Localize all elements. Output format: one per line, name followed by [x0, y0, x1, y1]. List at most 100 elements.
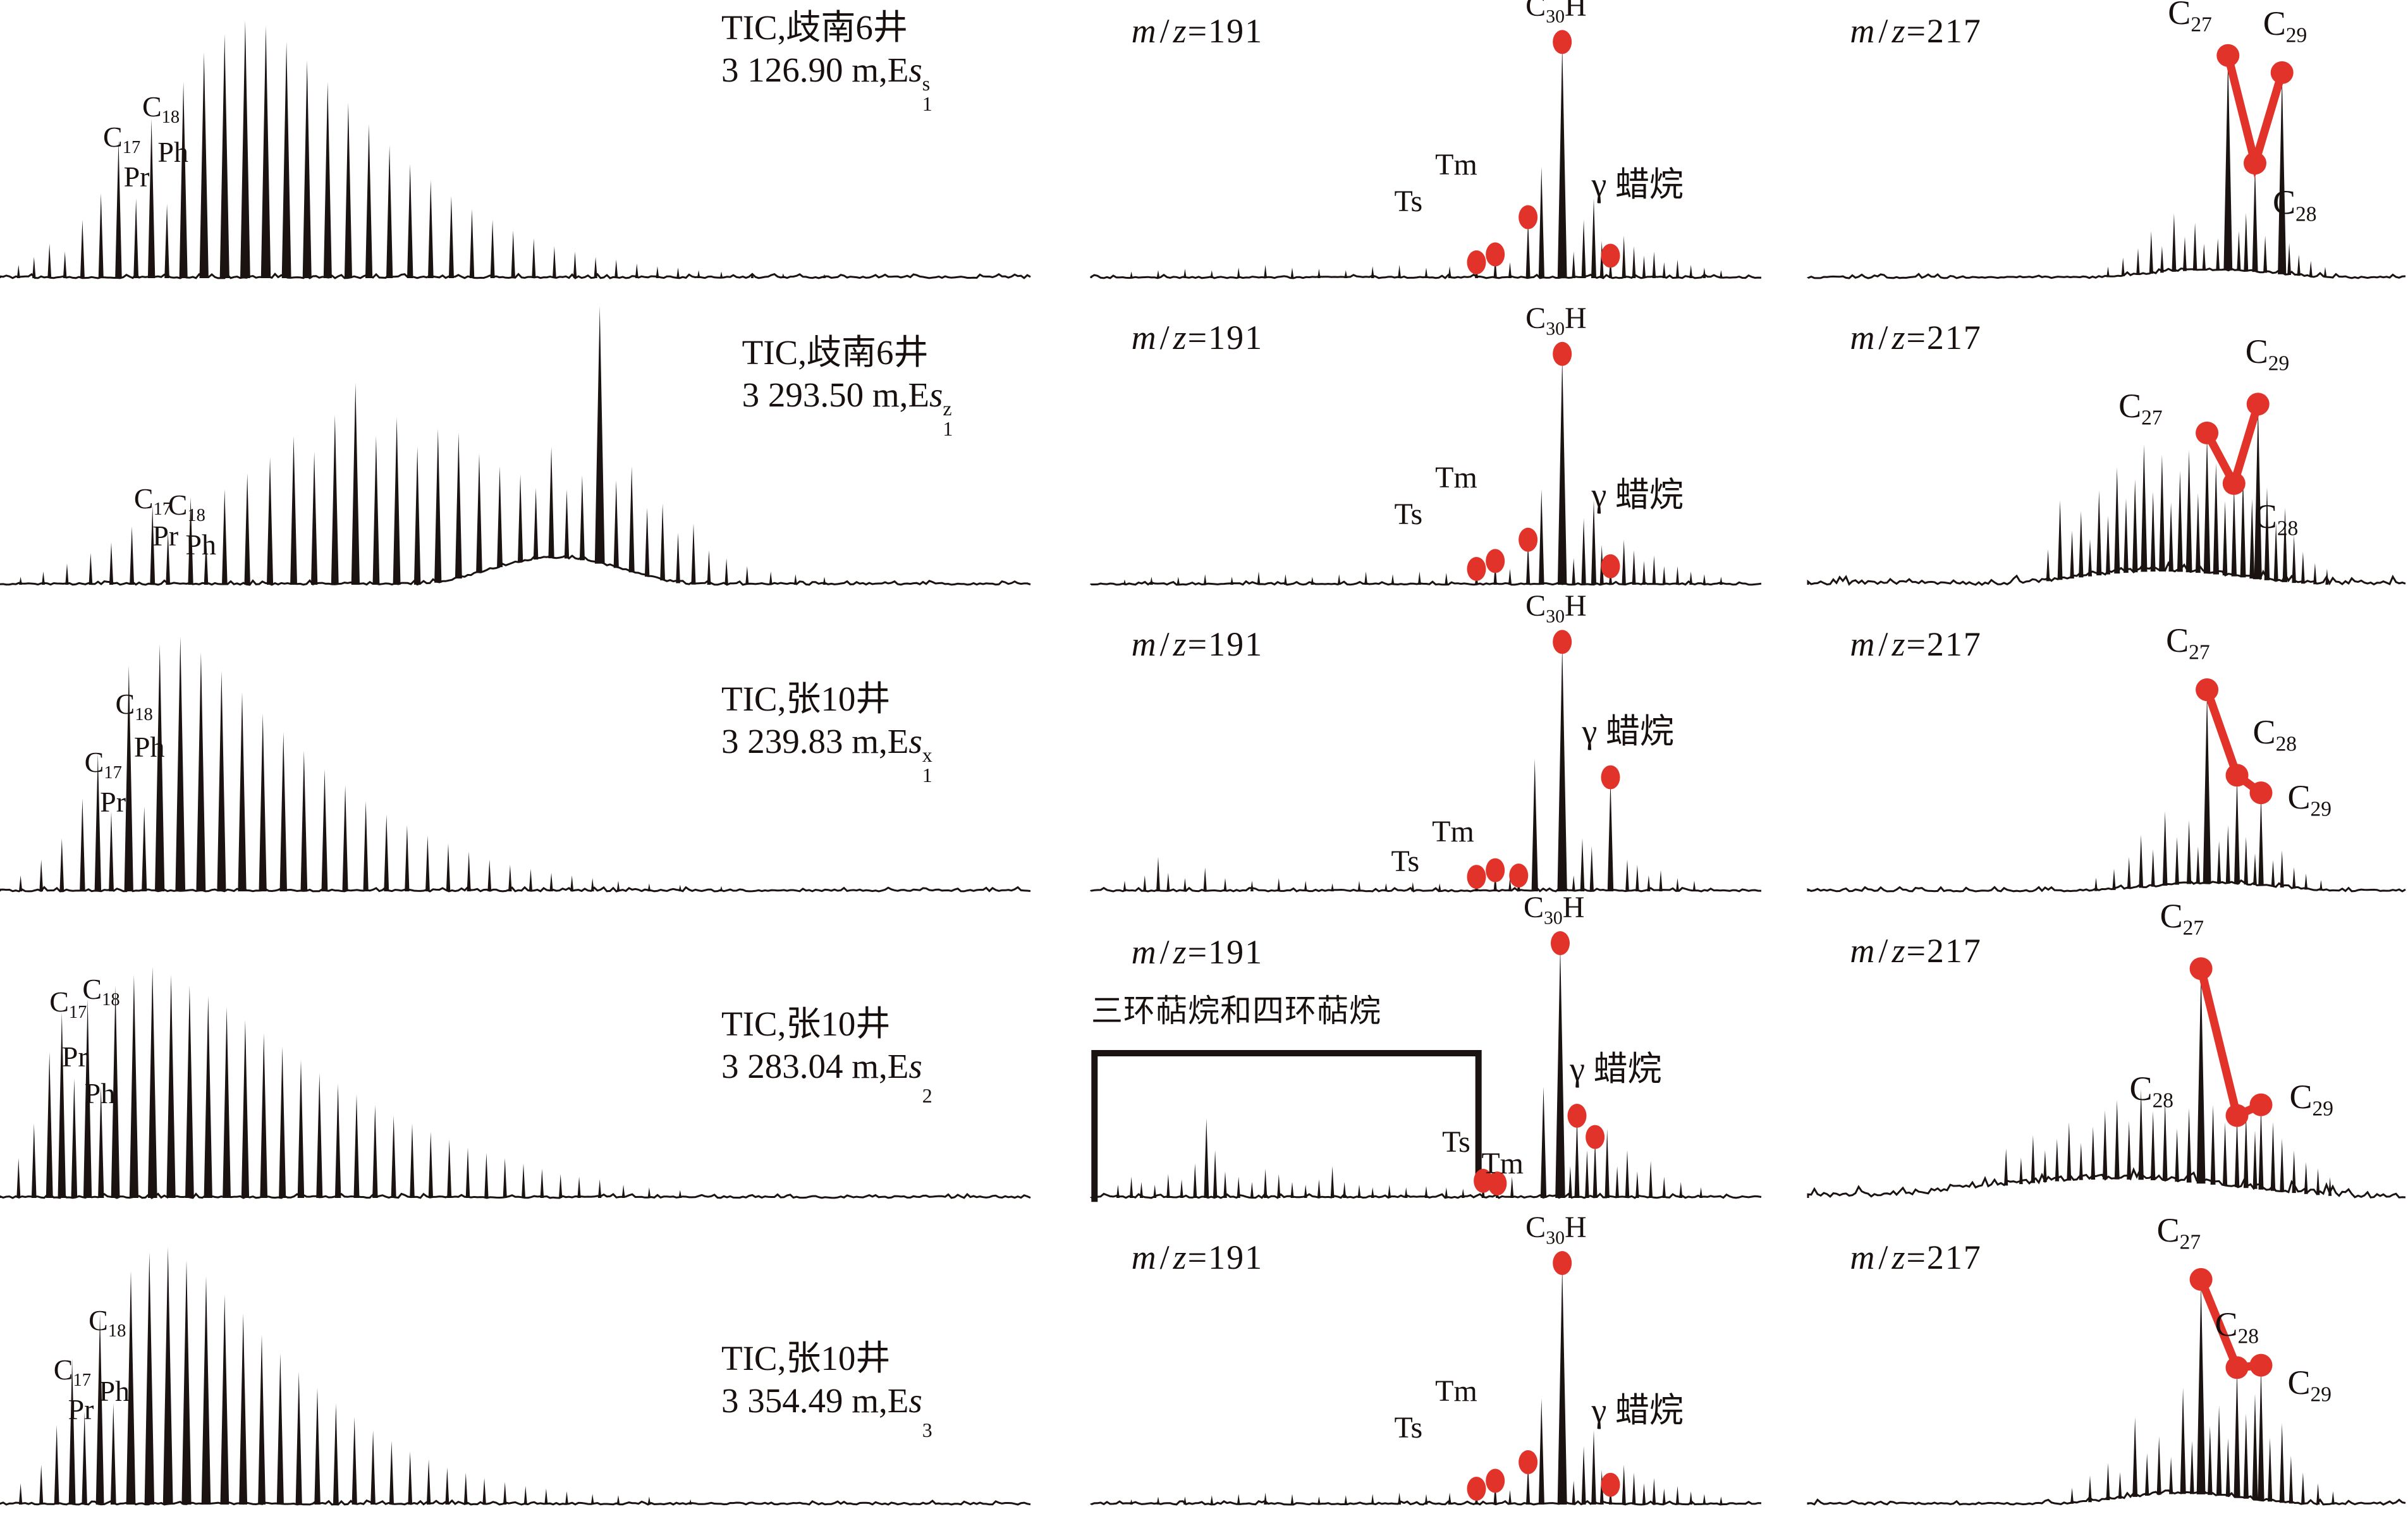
sterane-label-C29-sub: 29 [2285, 23, 2307, 47]
peak [1183, 878, 1187, 891]
peak [2186, 1108, 2192, 1183]
peak [647, 1496, 651, 1505]
peak [384, 814, 389, 891]
mz-label: m/z=217 [1850, 934, 1982, 968]
mz-label: m/z=217 [1850, 627, 1982, 661]
anno-label-0: Ts [1395, 1413, 1423, 1448]
peak [1193, 1163, 1197, 1198]
anno-label-3-text: C [1525, 589, 1546, 623]
peak [1652, 555, 1656, 585]
peak [426, 1459, 431, 1505]
peak [647, 1187, 651, 1198]
sterane-dot-28 [2225, 1356, 2249, 1379]
peak [1508, 568, 1512, 585]
peak [130, 526, 135, 585]
peak [2252, 1393, 2258, 1500]
trace-svg-r4-mz217 [1807, 957, 2406, 1199]
peak [2088, 539, 2093, 577]
peak [1625, 1150, 1630, 1198]
mz-value: 217 [1926, 318, 1982, 357]
sample-title: TIC,张10井 3 239.83 m,Es x 1 [721, 678, 932, 786]
peak [16, 1158, 21, 1198]
peak [1277, 878, 1281, 891]
peak [549, 872, 553, 891]
peak [1364, 571, 1368, 585]
compound-label-3: Ph [99, 1376, 130, 1411]
peak [2258, 1107, 2264, 1190]
peak [1304, 1185, 1307, 1198]
peak [445, 1467, 449, 1505]
peak [63, 252, 67, 278]
peak [1290, 267, 1294, 278]
peak [110, 1403, 116, 1505]
anno-label-0: Ts [1395, 499, 1423, 534]
marker-dot [1567, 1104, 1587, 1128]
peak [1257, 571, 1261, 585]
peak [425, 835, 430, 891]
peak [316, 1073, 323, 1198]
peak [533, 487, 539, 560]
peak [1250, 1182, 1254, 1198]
bracket-label: 三环萜烷和四环萜烷 [1091, 992, 1381, 1029]
peak [1130, 1499, 1133, 1505]
peak [448, 195, 454, 278]
peak [372, 1105, 378, 1198]
panel-r1-tic: C17 Pr C18 Ph TIC,歧南6井 3 126.90 m,Es s 1 [0, 0, 1031, 307]
panel-r5-mz217: C27 C28 C29 m/z=217 [1807, 1213, 2408, 1533]
peak [133, 198, 139, 278]
peak [616, 881, 620, 891]
strat-subsup: 3 [922, 1401, 932, 1441]
mz-label: m/z=191 [1132, 627, 1264, 661]
peak [365, 124, 373, 278]
peak [222, 489, 228, 585]
peak [2304, 1162, 2308, 1194]
peak [2094, 877, 2098, 891]
peak [179, 82, 188, 278]
peak [2196, 846, 2200, 884]
peak [1568, 1166, 1572, 1198]
strat-italic: s [908, 1047, 922, 1086]
peak [1123, 579, 1127, 585]
peak [1129, 1176, 1134, 1198]
anno-label-0-text: Ts [1442, 1125, 1470, 1159]
peak [1642, 561, 1646, 585]
peak [1591, 499, 1597, 585]
peak [577, 1176, 581, 1198]
anno-label-3-sub: 30 [1546, 606, 1565, 627]
compound-label-3-text: Ph [157, 136, 188, 169]
peak [2046, 549, 2050, 582]
compound-label-0-sub: 17 [122, 137, 141, 157]
compound-label-1-text: Pr [123, 161, 150, 193]
peak [2325, 568, 2329, 585]
peak [2254, 406, 2262, 580]
peak [1116, 1185, 1120, 1198]
mz-z: z [1173, 1238, 1188, 1276]
peak [2280, 1139, 2285, 1192]
peak [1203, 574, 1207, 585]
anno-label-3-sub: 30 [1546, 6, 1565, 27]
trace-svg-r3-tic [0, 636, 1031, 893]
peak [391, 1115, 396, 1198]
panel-r2-mz217: C27 C28 C29 m/z=217 [1807, 307, 2408, 613]
peak [2244, 836, 2248, 885]
peak [1203, 867, 1207, 891]
sterane-dot-28 [2225, 764, 2249, 787]
peak [1676, 878, 1679, 891]
compound-label-0-text: C [49, 985, 69, 1018]
peak [407, 164, 413, 278]
peak [559, 1174, 563, 1198]
mz-value: 191 [1208, 11, 1264, 50]
peak [2301, 551, 2305, 584]
peak [1589, 846, 1594, 891]
peak [2114, 1099, 2120, 1180]
anno-label-4: γ 蜡烷 [1592, 478, 1684, 518]
peak [2118, 1472, 2122, 1499]
anno-label-1-text: Tm [1435, 148, 1477, 182]
peak [95, 1313, 104, 1505]
peak [1642, 1483, 1646, 1505]
peak [544, 1488, 548, 1505]
peak [523, 1486, 527, 1505]
strat-roman: E [887, 1047, 909, 1086]
peak [1720, 1496, 1723, 1505]
mz-eq: = [1906, 11, 1927, 50]
